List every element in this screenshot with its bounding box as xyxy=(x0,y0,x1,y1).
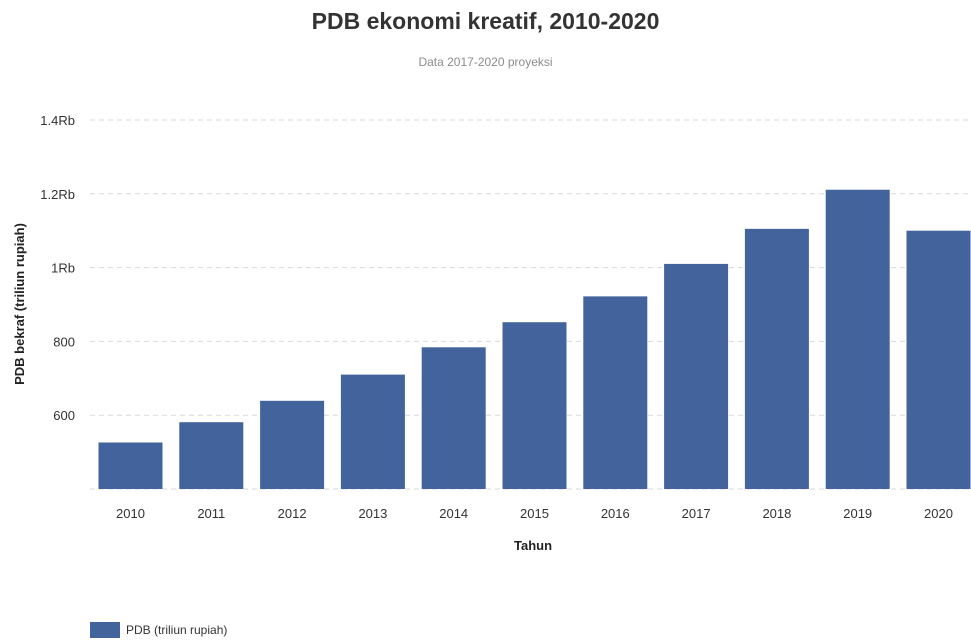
bar-2018[interactable] xyxy=(744,228,809,490)
bar-2013[interactable] xyxy=(340,374,405,489)
y-tick-label: 1.2Rb xyxy=(40,187,75,202)
bar-2019[interactable] xyxy=(825,189,890,489)
x-tick-label: 2012 xyxy=(278,506,307,521)
chart-subtitle: Data 2017-2020 proyeksi xyxy=(418,55,553,69)
x-tick-label: 2016 xyxy=(601,506,630,521)
chart-title: PDB ekonomi kreatif, 2010-2020 xyxy=(311,8,660,34)
bar-2010[interactable] xyxy=(98,442,163,489)
legend-label: PDB (triliun rupiah) xyxy=(126,623,228,637)
y-axis-title: PDB bekraf (triliun rupiah) xyxy=(12,223,27,385)
bars xyxy=(98,189,971,490)
bar-2017[interactable] xyxy=(664,263,729,489)
x-tick-label: 2019 xyxy=(843,506,872,521)
x-tick-label: 2018 xyxy=(762,506,791,521)
x-tick-label: 2010 xyxy=(116,506,145,521)
y-tick-label: 1Rb xyxy=(51,261,75,276)
y-tick-label: 600 xyxy=(53,408,75,423)
bar-2014[interactable] xyxy=(421,347,486,489)
y-axis-ticks: 600 800 1Rb 1.2Rb 1.4Rb xyxy=(40,113,75,423)
x-tick-label: 2020 xyxy=(924,506,953,521)
bar-2016[interactable] xyxy=(583,296,648,489)
x-axis-title: Tahun xyxy=(514,538,552,553)
x-axis-ticks: 2010 2011 2012 2013 2014 2015 2016 2017 2018 2019… xyxy=(116,506,953,521)
y-tick-label: 800 xyxy=(53,334,75,349)
x-tick-label: 2011 xyxy=(197,506,225,521)
x-tick-label: 2014 xyxy=(439,506,468,521)
x-tick-label: 2017 xyxy=(682,506,711,521)
x-tick-label: 2015 xyxy=(520,506,549,521)
bar-2012[interactable] xyxy=(260,400,325,489)
bar-2020[interactable] xyxy=(906,230,971,489)
legend-swatch xyxy=(90,622,120,638)
legend[interactable]: PDB (triliun rupiah) xyxy=(90,622,227,638)
bar-2015[interactable] xyxy=(502,322,567,489)
bar-2011[interactable] xyxy=(179,422,244,489)
x-tick-label: 2013 xyxy=(358,506,387,521)
y-tick-label: 1.4Rb xyxy=(40,113,75,128)
